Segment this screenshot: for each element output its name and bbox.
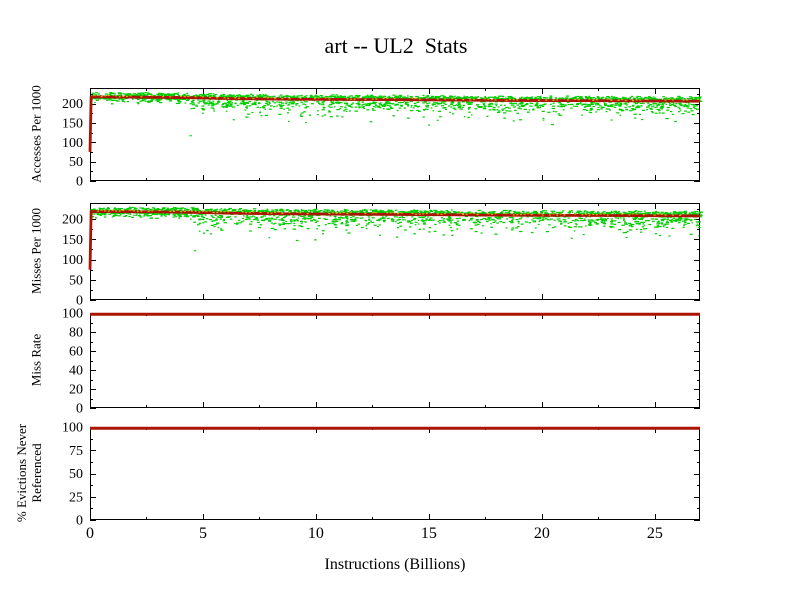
svg-text:80: 80 (69, 326, 83, 341)
svg-text:150: 150 (62, 116, 83, 131)
subplot-miss-rate: 0 20 40 60 80 100 (62, 307, 700, 417)
svg-text:0: 0 (76, 175, 83, 190)
svg-text:0: 0 (76, 402, 83, 417)
svg-text:50: 50 (69, 155, 83, 170)
chart-title: art -- UL2 Stats (324, 33, 468, 58)
svg-text:50: 50 (69, 467, 83, 482)
svg-text:100: 100 (62, 136, 83, 151)
svg-text:25: 25 (69, 490, 83, 505)
subplot-accesses: 0 50 100 150 200 (62, 88, 703, 190)
x-axis-label: Instructions (Billions) (324, 556, 466, 573)
svg-text:0: 0 (76, 294, 83, 309)
svg-text:100: 100 (62, 307, 83, 322)
svg-text:0: 0 (76, 514, 83, 529)
svg-text:75: 75 (69, 444, 83, 459)
svg-text:200: 200 (62, 97, 83, 112)
subplot-misses: 0 50 100 150 200 (62, 203, 704, 309)
svg-text:40: 40 (69, 364, 83, 379)
svg-text:60: 60 (69, 345, 83, 360)
y-axis-label-evictions: % Evictions Never Referenced (14, 423, 44, 523)
y-axis-label-accesses: Accesses Per 1000 (28, 85, 44, 183)
svg-text:20: 20 (69, 383, 83, 398)
svg-text:150: 150 (62, 233, 83, 248)
svg-text:50: 50 (69, 273, 83, 288)
y-axis-label-misses: Misses Per 1000 (28, 208, 44, 294)
y-axis-label-miss-rate: Miss Rate (28, 333, 44, 387)
svg-text:100: 100 (62, 253, 83, 268)
svg-text:200: 200 (62, 213, 83, 228)
